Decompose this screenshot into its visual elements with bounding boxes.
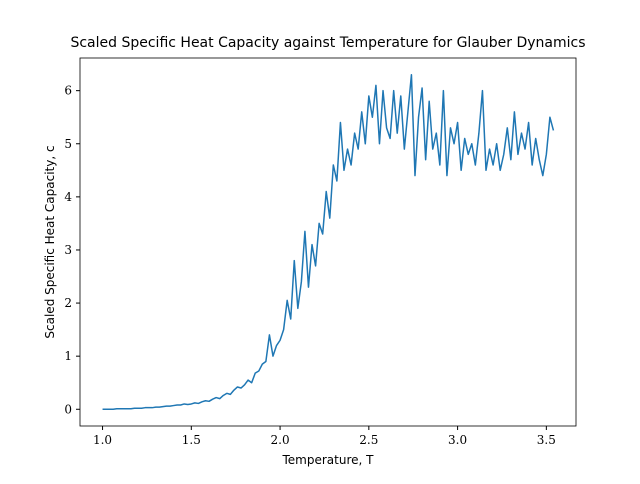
y-tick-label: 5: [64, 137, 72, 151]
y-tick-label: 1: [64, 349, 72, 363]
x-tick-label: 3.0: [448, 433, 467, 447]
y-tick-label: 0: [64, 402, 72, 416]
y-tick-label: 4: [64, 190, 72, 204]
x-tick-label: 2.5: [359, 433, 378, 447]
x-tick-label: 1.5: [182, 433, 201, 447]
data-line: [102, 73, 555, 411]
y-tick-label: 6: [64, 84, 72, 98]
y-tick-label: 2: [64, 296, 72, 310]
x-tick-label: 1.0: [93, 433, 112, 447]
y-tick-label: 3: [64, 243, 72, 257]
x-tick-label: 2.0: [271, 433, 290, 447]
chart-title: Scaled Specific Heat Capacity against Te…: [70, 35, 585, 51]
x-axis-label: Temperature, T: [282, 453, 375, 467]
plot-frame: [79, 57, 577, 427]
y-axis-label: Scaled Specific Heat Capacity, c: [43, 145, 57, 338]
x-tick-label: 3.5: [537, 433, 556, 447]
